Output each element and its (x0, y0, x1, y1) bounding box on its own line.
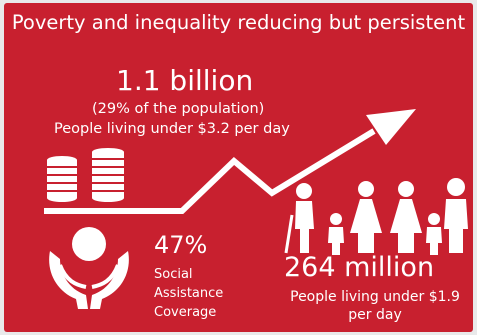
family-icon (284, 178, 468, 255)
poverty-share: (29% of the population) (92, 101, 265, 117)
hands-holding-icon (49, 227, 129, 309)
coverage-label: Social Assistance Coverage (154, 267, 224, 320)
infographic-card: Poverty and inequality reducing but pers… (4, 3, 473, 332)
coins-icon (47, 148, 124, 202)
coverage-percent: 47% (154, 231, 208, 259)
poverty-label: People living under $3.2 per day (54, 121, 290, 137)
poverty-count: 1.1 billion (116, 64, 254, 97)
extreme-poverty-count: 264 million (284, 252, 435, 283)
extreme-poverty-label: People living under $1.9 per day (290, 289, 460, 323)
illustration-layer (44, 109, 468, 309)
infographic-title: Poverty and inequality reducing but pers… (11, 11, 466, 34)
trend-arrow-icon (44, 109, 416, 214)
